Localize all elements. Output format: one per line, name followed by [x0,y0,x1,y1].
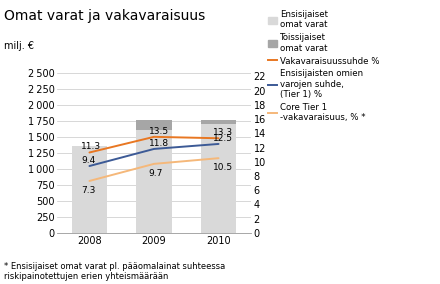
Text: 9.4: 9.4 [81,156,95,165]
Text: 9.7: 9.7 [149,169,163,178]
Text: 13.5: 13.5 [149,127,169,135]
Text: 13.3: 13.3 [213,128,234,137]
Bar [201,124,236,233]
Bar [201,120,236,124]
Bar [136,120,172,130]
Bar [136,130,172,233]
Text: Omat varat ja vakavaraisuus: Omat varat ja vakavaraisuus [4,9,205,22]
Text: * Ensisijaiset omat varat pl. pääomalainat suhteessa
riskipainotettujen erien yh: * Ensisijaiset omat varat pl. pääomalain… [4,262,226,281]
Text: 12.5: 12.5 [213,134,233,143]
Bar [72,147,107,233]
Text: milj. €: milj. € [4,41,34,51]
Text: 10.5: 10.5 [213,163,234,172]
Legend: Ensisijaiset
omat varat, Toissijaiset
omat varat, Vakavaraisuussuhde %, Ensisija: Ensisijaiset omat varat, Toissijaiset om… [268,10,380,122]
Text: 11.3: 11.3 [81,142,101,151]
Text: 7.3: 7.3 [81,186,95,195]
Text: 11.8: 11.8 [149,139,169,148]
